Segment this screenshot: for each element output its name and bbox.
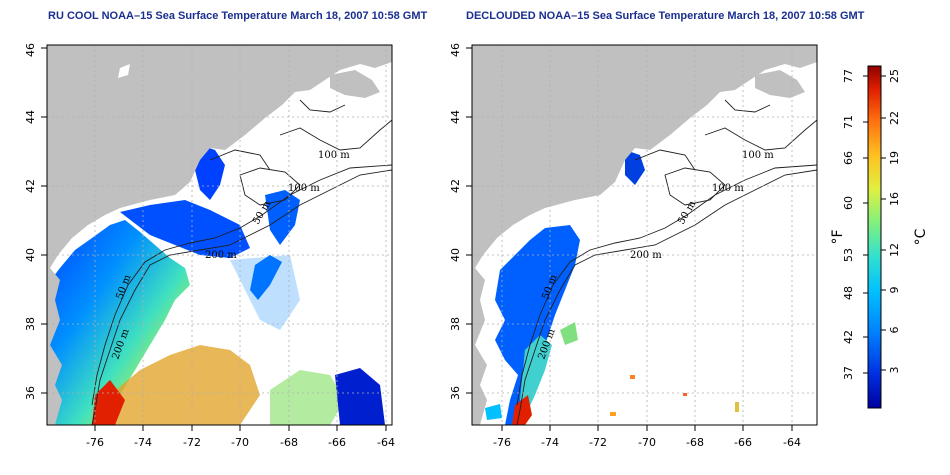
left-lake xyxy=(118,64,130,78)
fahrenheit-tick: 71 xyxy=(842,115,855,129)
right-contours xyxy=(516,99,817,425)
left-map-panel: 100 m 100 m 50 m 200 m 50 m 200 m -76 -7… xyxy=(24,43,395,449)
celsius-unit-label: °C xyxy=(913,228,929,245)
fahrenheit-tick: 66 xyxy=(842,151,855,165)
right-x-tick: -68 xyxy=(686,436,704,449)
left-grid xyxy=(47,45,392,425)
right-land-nova-scotia xyxy=(755,70,805,98)
right-land xyxy=(472,45,817,425)
celsius-tick: 19 xyxy=(888,151,901,165)
fahrenheit-tick: 37 xyxy=(842,366,855,380)
left-x-axis: -76 -74 -72 -70 -68 -66 -64 xyxy=(86,425,395,449)
fahrenheit-tick: 77 xyxy=(842,69,855,83)
right-contour-label-100a: 100 m xyxy=(742,150,774,161)
right-y-tick: 36 xyxy=(449,386,462,400)
left-x-tick: -64 xyxy=(377,436,395,449)
left-land-nova-scotia xyxy=(330,70,380,98)
right-x-tick: -74 xyxy=(541,436,559,449)
right-y-tick: 40 xyxy=(449,248,462,262)
right-y-tick: 38 xyxy=(449,317,462,331)
right-x-tick: -76 xyxy=(493,436,511,449)
left-x-tick: -74 xyxy=(134,436,152,449)
left-x-tick: -72 xyxy=(183,436,201,449)
left-map-title: RU COOL NOAA–15 Sea Surface Temperature … xyxy=(48,10,428,22)
right-y-tick: 44 xyxy=(449,110,462,124)
left-y-tick: 46 xyxy=(24,43,37,57)
right-contour-label-200: 200 m xyxy=(630,250,662,261)
right-map-panel: 100 m 100 m 50 m 200 m 50 m 200 m -76 -7… xyxy=(449,43,818,449)
fahrenheit-unit-label: °F xyxy=(830,229,846,244)
left-x-tick: -68 xyxy=(280,436,298,449)
left-contour-label-100a: 100 m xyxy=(318,150,350,161)
celsius-tick: 12 xyxy=(888,243,901,257)
fahrenheit-tick: 53 xyxy=(842,248,855,262)
right-sst-data xyxy=(485,150,739,425)
left-y-tick: 44 xyxy=(24,110,37,124)
left-y-tick: 38 xyxy=(24,317,37,331)
fahrenheit-tick: 42 xyxy=(842,330,855,344)
right-y-axis: 36 38 40 42 44 46 xyxy=(449,43,472,400)
left-map-frame xyxy=(46,44,393,426)
left-x-tick: -76 xyxy=(86,436,104,449)
left-y-tick: 42 xyxy=(24,179,37,193)
right-contour-label-100b: 100 m xyxy=(712,183,744,194)
celsius-tick: 16 xyxy=(888,192,901,206)
left-contour-label-100b: 100 m xyxy=(288,183,320,194)
right-map-title: DECLOUDED NOAA–15 Sea Surface Temperatur… xyxy=(466,10,865,22)
celsius-tick: 22 xyxy=(888,111,901,125)
left-land xyxy=(47,45,392,425)
colorbar: 77 71 66 60 53 48 42 37 25 22 19 16 12 9… xyxy=(830,65,929,409)
right-y-tick: 42 xyxy=(449,179,462,193)
left-y-tick: 36 xyxy=(24,386,37,400)
left-y-tick: 40 xyxy=(24,248,37,262)
celsius-tick: 25 xyxy=(888,69,901,83)
left-x-tick: -70 xyxy=(231,436,249,449)
left-x-tick: -66 xyxy=(328,436,346,449)
fahrenheit-tick: 48 xyxy=(842,286,855,300)
celsius-tick: 9 xyxy=(888,287,901,294)
right-x-tick: -72 xyxy=(589,436,607,449)
right-x-axis: -76 -74 -72 -70 -68 -66 -64 xyxy=(493,425,801,449)
left-contours xyxy=(91,99,392,425)
colorbar-gradient xyxy=(867,65,882,409)
right-grid xyxy=(472,45,817,425)
celsius-tick: 6 xyxy=(888,327,901,334)
celsius-tick: 3 xyxy=(888,367,901,374)
right-y-tick: 46 xyxy=(449,43,462,57)
right-map-frame xyxy=(471,44,818,426)
left-contour-label-200: 200 m xyxy=(205,250,237,261)
right-x-tick: -64 xyxy=(783,436,801,449)
right-x-tick: -70 xyxy=(638,436,656,449)
fahrenheit-tick: 60 xyxy=(842,196,855,210)
right-x-tick: -66 xyxy=(734,436,752,449)
left-y-axis: 36 38 40 42 44 46 xyxy=(24,43,47,400)
